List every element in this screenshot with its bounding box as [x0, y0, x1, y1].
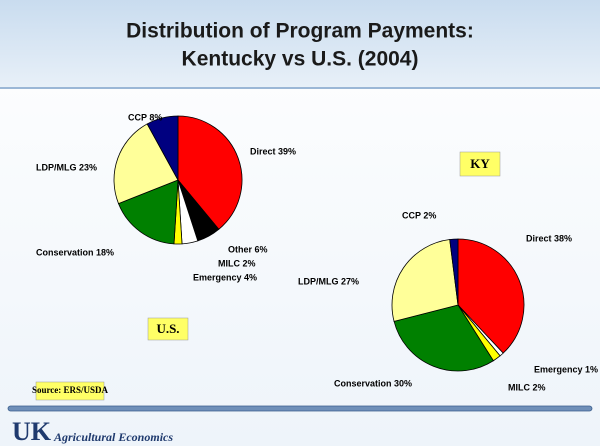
slice-label: Other 6%: [228, 244, 268, 254]
pie-slice: [146, 115, 179, 181]
pie-slice: [457, 238, 525, 354]
title-line: Kentucky vs U.S. (2004): [182, 48, 419, 71]
pie-title-box: [147, 317, 189, 341]
slice-label: CCP 8%: [128, 112, 162, 122]
pie-slice: [391, 239, 459, 322]
footer-logo: UK: [12, 417, 52, 446]
pie-slice: [117, 179, 179, 245]
footer-text: Agricultural Economics: [53, 430, 173, 444]
pie-title: KY: [470, 156, 490, 171]
slice-label: Conservation 30%: [334, 378, 412, 388]
pie-title: U.S.: [156, 321, 179, 336]
footer-rule: [7, 405, 593, 412]
slice-label: Direct 38%: [526, 233, 572, 243]
slice-label: Conservation 18%: [36, 247, 114, 257]
title-line: Distribution of Program Payments:: [126, 20, 474, 43]
pie-slice: [177, 115, 243, 230]
pie-slice: [393, 304, 494, 372]
slice-label: LDP/MLG 27%: [298, 276, 359, 286]
slice-label: Direct 39%: [250, 146, 296, 156]
slice-label: Emergency 4%: [193, 272, 257, 282]
slice-label: MILC 2%: [218, 258, 256, 268]
pie-slice: [113, 123, 179, 205]
slice-label: MILC 2%: [508, 382, 546, 392]
source: Source: ERS/USDA: [32, 385, 109, 395]
pie-title-box: [459, 151, 501, 177]
slice-label: Emergency 1%: [534, 364, 598, 374]
pie-slice: [449, 238, 459, 306]
title-band: [0, 0, 600, 88]
slice-label: CCP 2%: [402, 210, 436, 220]
slice-label: LDP/MLG 23%: [36, 162, 97, 172]
source-box: [35, 381, 105, 401]
